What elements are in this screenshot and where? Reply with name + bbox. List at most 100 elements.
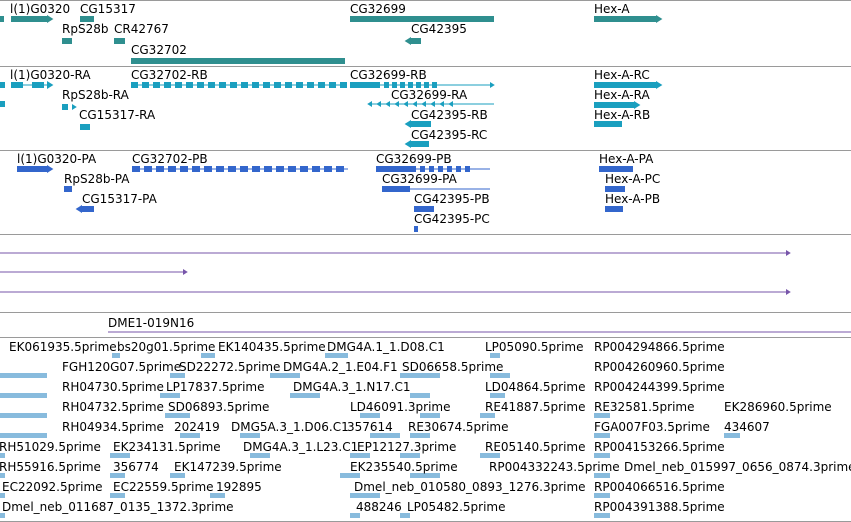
est-bar[interactable] bbox=[594, 493, 610, 498]
est-bar[interactable] bbox=[594, 433, 610, 438]
est-bar[interactable] bbox=[0, 473, 5, 478]
est-label[interactable]: 192895 bbox=[216, 480, 262, 494]
est-label[interactable]: LP05482.5prime bbox=[407, 500, 506, 514]
est-label[interactable]: EK286960.5prime bbox=[724, 400, 832, 414]
est-bar[interactable] bbox=[110, 473, 125, 478]
protein-bar[interactable] bbox=[599, 166, 633, 172]
est-bar[interactable] bbox=[490, 393, 505, 398]
protein-bar[interactable] bbox=[312, 166, 320, 172]
est-label[interactable]: RE32581.5prime bbox=[594, 400, 695, 414]
est-label[interactable]: 357614 bbox=[347, 420, 393, 434]
est-label[interactable]: EK061935.5prime bbox=[9, 340, 117, 354]
est-label[interactable]: RH04934.5prime bbox=[62, 420, 164, 434]
protein-bar[interactable] bbox=[324, 166, 332, 172]
est-label[interactable]: EK235540.5prime bbox=[350, 460, 458, 474]
protein-label[interactable]: CG32699-PB bbox=[376, 152, 452, 166]
est-bar[interactable] bbox=[250, 453, 270, 458]
est-bar[interactable] bbox=[0, 373, 47, 378]
gene-label[interactable]: CG32699 bbox=[350, 2, 406, 16]
exon[interactable] bbox=[263, 82, 270, 88]
est-label[interactable]: SD06893.5prime bbox=[168, 400, 270, 414]
transcript-label[interactable]: Hex-A-RB bbox=[594, 108, 651, 122]
exon[interactable] bbox=[432, 82, 437, 88]
est-label[interactable]: LD46091.3prime bbox=[350, 400, 451, 414]
est-label[interactable]: RP004153266.5prime bbox=[594, 440, 725, 454]
exon[interactable] bbox=[594, 102, 634, 108]
exon[interactable] bbox=[230, 82, 237, 88]
est-label[interactable]: RH51029.5prime bbox=[0, 440, 101, 454]
exon[interactable] bbox=[340, 82, 347, 88]
exon[interactable] bbox=[384, 82, 389, 88]
clone-label[interactable]: DME1-019N16 bbox=[108, 316, 195, 330]
est-bar[interactable] bbox=[594, 413, 610, 418]
protein-label[interactable]: Hex-A-PA bbox=[599, 152, 654, 166]
est-label[interactable]: Dmel_neb_015997_0656_0874.3prime bbox=[624, 460, 851, 474]
exon[interactable] bbox=[329, 82, 336, 88]
est-bar[interactable] bbox=[410, 433, 430, 438]
est-label[interactable]: LP05090.5prime bbox=[485, 340, 584, 354]
est-bar[interactable] bbox=[400, 513, 410, 518]
gene-label[interactable]: CG15317 bbox=[80, 2, 136, 16]
protein-label[interactable]: CG15317-PA bbox=[82, 192, 157, 206]
exon[interactable] bbox=[594, 82, 656, 88]
exon[interactable] bbox=[62, 104, 68, 110]
est-bar[interactable] bbox=[400, 453, 420, 458]
gene-label[interactable]: l(1)G0320 bbox=[10, 2, 71, 16]
exon[interactable] bbox=[411, 121, 431, 127]
exon[interactable] bbox=[252, 82, 259, 88]
exon[interactable] bbox=[164, 82, 171, 88]
est-label[interactable]: DMG4A.1_1.D08.C1 bbox=[327, 340, 445, 354]
exon[interactable] bbox=[594, 121, 622, 127]
est-bar[interactable] bbox=[594, 473, 610, 478]
protein-bar[interactable] bbox=[17, 166, 47, 172]
transcript-label[interactable]: CG32699-RA bbox=[391, 88, 468, 102]
protein-bar[interactable] bbox=[264, 166, 272, 172]
est-bar[interactable] bbox=[350, 453, 370, 458]
est-bar[interactable] bbox=[160, 393, 180, 398]
protein-bar[interactable] bbox=[465, 166, 470, 172]
exon[interactable] bbox=[0, 82, 5, 88]
est-bar[interactable] bbox=[480, 453, 500, 458]
protein-bar[interactable] bbox=[456, 166, 461, 172]
gene-bar[interactable] bbox=[11, 16, 47, 22]
exon[interactable] bbox=[197, 82, 204, 88]
est-label[interactable]: EK140435.5prime bbox=[218, 340, 326, 354]
est-bar[interactable] bbox=[410, 393, 430, 398]
exon[interactable] bbox=[208, 82, 215, 88]
est-label[interactable]: Dmel_neb_011687_0135_1372.3prime bbox=[2, 500, 234, 514]
est-bar[interactable] bbox=[270, 373, 300, 378]
est-bar[interactable] bbox=[110, 453, 130, 458]
est-bar[interactable] bbox=[165, 413, 190, 418]
est-label[interactable]: RP004294866.5prime bbox=[594, 340, 725, 354]
est-bar[interactable] bbox=[350, 493, 380, 498]
est-bar[interactable] bbox=[480, 413, 495, 418]
exon[interactable] bbox=[186, 82, 193, 88]
protein-label[interactable]: CG42395-PC bbox=[414, 212, 490, 226]
est-label[interactable]: RE30674.5prime bbox=[408, 420, 509, 434]
est-label[interactable]: RE05140.5prime bbox=[485, 440, 586, 454]
protein-bar[interactable] bbox=[228, 166, 236, 172]
exon[interactable] bbox=[32, 82, 44, 88]
est-bar[interactable] bbox=[110, 493, 125, 498]
est-label[interactable]: DMG4A.2_1.E04.F1 bbox=[283, 360, 398, 374]
est-bar[interactable] bbox=[240, 433, 260, 438]
transcript-label[interactable]: Hex-A-RC bbox=[594, 68, 650, 82]
est-bar[interactable] bbox=[420, 413, 440, 418]
est-bar[interactable] bbox=[350, 513, 360, 518]
gene-label[interactable]: RpS28b bbox=[62, 22, 109, 36]
protein-label[interactable]: Hex-A-PC bbox=[605, 172, 661, 186]
est-bar[interactable] bbox=[180, 433, 200, 438]
exon[interactable] bbox=[11, 82, 23, 88]
est-label[interactable]: 356774 bbox=[113, 460, 159, 474]
est-label[interactable]: RP004332243.5prime bbox=[489, 460, 620, 474]
est-label[interactable]: EP12127.3prime bbox=[357, 440, 457, 454]
protein-label[interactable]: CG42395-PB bbox=[414, 192, 490, 206]
est-label[interactable]: DMG5A.3_1.D06.C1 bbox=[231, 420, 349, 434]
protein-bar[interactable] bbox=[240, 166, 248, 172]
est-bar[interactable] bbox=[400, 373, 440, 378]
est-label[interactable]: LP17837.5prime bbox=[166, 380, 265, 394]
est-label[interactable]: DMG4A.3_1.N17.C1 bbox=[293, 380, 411, 394]
transcript-label[interactable]: CG42395-RB bbox=[411, 108, 488, 122]
transcript-label[interactable]: CG42395-RC bbox=[411, 128, 488, 142]
transcript-label[interactable]: CG15317-RA bbox=[79, 108, 156, 122]
